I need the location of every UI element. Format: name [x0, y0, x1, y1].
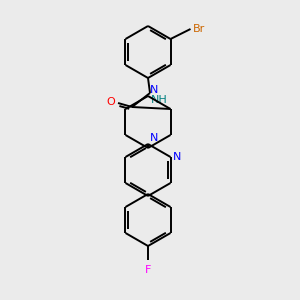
Text: N: N	[172, 152, 181, 162]
Text: O: O	[106, 97, 116, 107]
Text: NH: NH	[151, 95, 168, 105]
Text: Br: Br	[193, 24, 205, 34]
Text: N: N	[150, 85, 158, 95]
Text: F: F	[145, 265, 151, 275]
Text: N: N	[150, 133, 158, 143]
